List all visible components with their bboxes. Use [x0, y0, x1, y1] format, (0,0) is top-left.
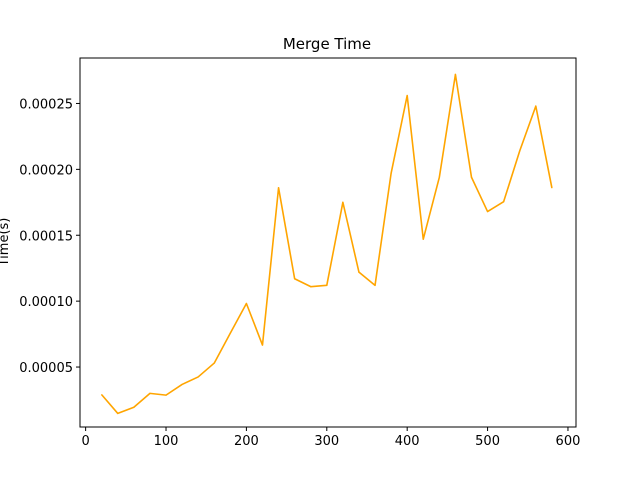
data-point — [535, 105, 537, 107]
y-axis-ticks: 0.00005 0.00010 0.00015 0.00020 0.00025 — [19, 97, 80, 376]
data-point — [197, 376, 199, 378]
data-point — [422, 238, 424, 240]
data-point — [519, 150, 521, 152]
data-point — [470, 176, 473, 178]
x-axis-ticks: 0 100 200 300 400 500 600 — [81, 427, 580, 449]
data-point — [503, 201, 505, 203]
data-point — [390, 172, 392, 174]
plot-frame — [79, 57, 577, 428]
y-tick-label: 0.00025 — [19, 97, 73, 112]
data-point — [229, 332, 231, 334]
x-tick-label: 300 — [314, 434, 339, 449]
series-line — [101, 73, 553, 415]
x-tick-label: 0 — [81, 434, 89, 449]
x-tick-label: 600 — [556, 434, 581, 449]
y-tick-label: 0.00010 — [19, 295, 73, 310]
data-point — [342, 201, 344, 203]
y-axis-label: Time(s) — [0, 218, 12, 268]
data-point — [101, 394, 103, 396]
data-point — [358, 271, 360, 273]
data-point — [133, 406, 135, 408]
y-tick-label: 0.00015 — [19, 229, 73, 244]
series-layer — [101, 73, 553, 415]
chart-title: Merge Time — [283, 35, 371, 53]
data-point — [277, 187, 280, 189]
y-tick-label: 0.00005 — [19, 361, 73, 376]
x-tick-label: 500 — [475, 434, 500, 449]
y-tick-label: 0.00020 — [19, 163, 73, 178]
data-point — [261, 344, 264, 346]
data-point — [406, 94, 408, 97]
data-point — [213, 362, 215, 364]
data-point — [551, 187, 553, 189]
data-point — [165, 394, 167, 396]
x-tick-label: 400 — [395, 434, 420, 449]
data-point — [438, 176, 440, 178]
data-point — [454, 73, 457, 76]
data-point — [486, 210, 489, 213]
data-point — [326, 284, 328, 286]
data-point — [310, 286, 312, 288]
data-point — [149, 392, 151, 394]
x-tick-label: 200 — [234, 434, 259, 449]
data-point — [294, 278, 296, 280]
data-point — [117, 412, 119, 415]
data-point — [181, 383, 183, 386]
x-tick-label: 100 — [154, 434, 179, 449]
data-point — [245, 302, 248, 305]
data-point — [374, 284, 376, 286]
